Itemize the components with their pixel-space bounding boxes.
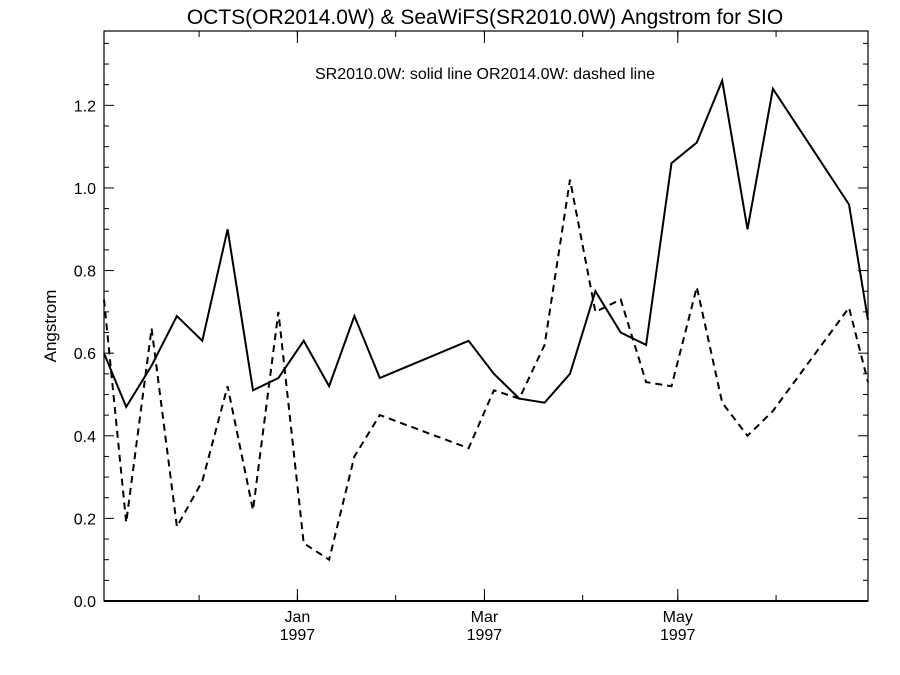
x-tick-month-label: Jan — [284, 609, 310, 626]
y-tick-label: 0.4 — [74, 429, 96, 446]
x-tick-month-label: May — [663, 609, 693, 626]
x-tick-year-label: 1997 — [467, 627, 503, 644]
plot-area: 0.00.20.40.60.81.01.2Jan1997Mar1997May19… — [74, 30, 869, 644]
y-tick-label: 0.6 — [74, 346, 96, 363]
x-tick-month-label: Mar — [471, 609, 499, 626]
y-tick-label: 0.0 — [74, 594, 96, 611]
y-axis-label: Angstrom — [41, 290, 60, 363]
y-tick-label: 1.2 — [74, 98, 96, 115]
x-tick-year-label: 1997 — [280, 627, 316, 644]
series-line-dashed — [103, 179, 869, 562]
chart-title: OCTS(OR2014.0W) & SeaWiFS(SR2010.0W) Ang… — [187, 6, 783, 29]
line-style-annotation: SR2010.0W: solid line OR2014.0W: dashed … — [315, 66, 655, 83]
y-tick-label: 0.8 — [74, 264, 96, 281]
plot-frame — [103, 30, 869, 602]
x-tick-year-label: 1997 — [660, 627, 696, 644]
y-tick-label: 0.2 — [74, 511, 96, 528]
y-tick-label: 1.0 — [74, 181, 96, 198]
series-line-solid — [103, 76, 869, 410]
